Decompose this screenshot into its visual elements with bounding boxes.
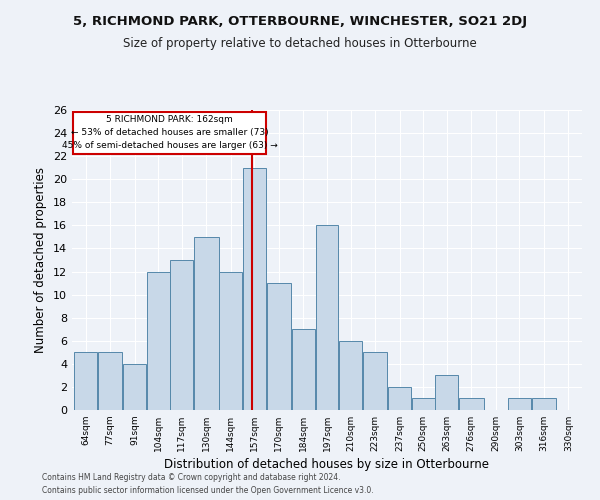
Bar bbox=[220, 272, 242, 410]
Bar bbox=[508, 398, 531, 410]
Bar bbox=[194, 237, 218, 410]
Text: ← 53% of detached houses are smaller (73): ← 53% of detached houses are smaller (73… bbox=[71, 128, 268, 136]
Bar bbox=[98, 352, 122, 410]
Bar bbox=[74, 352, 97, 410]
Text: Contains HM Land Registry data © Crown copyright and database right 2024.: Contains HM Land Registry data © Crown c… bbox=[42, 474, 341, 482]
X-axis label: Distribution of detached houses by size in Otterbourne: Distribution of detached houses by size … bbox=[164, 458, 490, 471]
Bar bbox=[170, 260, 193, 410]
Text: 5, RICHMOND PARK, OTTERBOURNE, WINCHESTER, SO21 2DJ: 5, RICHMOND PARK, OTTERBOURNE, WINCHESTE… bbox=[73, 15, 527, 28]
Bar bbox=[363, 352, 388, 410]
Bar bbox=[388, 387, 411, 410]
Y-axis label: Number of detached properties: Number of detached properties bbox=[34, 167, 47, 353]
Bar bbox=[459, 398, 484, 410]
Bar bbox=[123, 364, 146, 410]
FancyBboxPatch shape bbox=[73, 112, 266, 154]
Bar bbox=[412, 398, 434, 410]
Bar bbox=[339, 341, 362, 410]
Bar bbox=[266, 283, 291, 410]
Bar bbox=[243, 168, 266, 410]
Text: 45% of semi-detached houses are larger (63) →: 45% of semi-detached houses are larger (… bbox=[62, 140, 277, 149]
Text: Size of property relative to detached houses in Otterbourne: Size of property relative to detached ho… bbox=[123, 38, 477, 51]
Bar bbox=[147, 272, 170, 410]
Bar bbox=[532, 398, 556, 410]
Text: Contains public sector information licensed under the Open Government Licence v3: Contains public sector information licen… bbox=[42, 486, 374, 495]
Bar bbox=[316, 226, 338, 410]
Bar bbox=[436, 376, 458, 410]
Bar bbox=[292, 329, 315, 410]
Text: 5 RICHMOND PARK: 162sqm: 5 RICHMOND PARK: 162sqm bbox=[106, 114, 233, 124]
